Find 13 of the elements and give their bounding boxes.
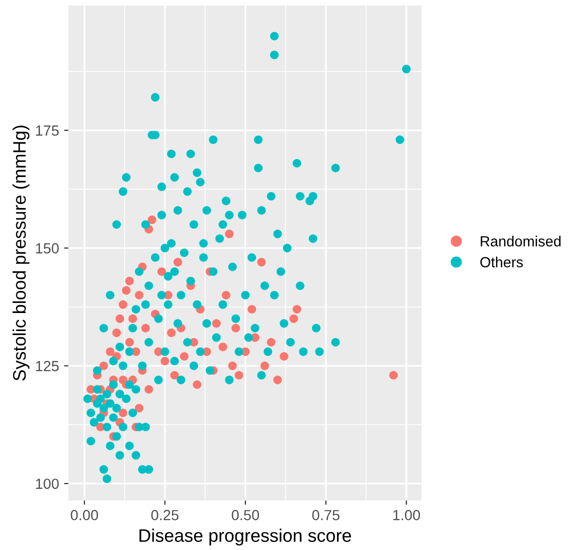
x-axis-title: Disease progression score <box>140 528 351 546</box>
x-tick-label: 0.75 <box>312 510 340 520</box>
x-tick-label: 0.00 <box>70 510 98 520</box>
y-tick-label: 125 <box>36 360 59 372</box>
y-tick-label: 150 <box>36 243 59 254</box>
legend-label: Others <box>480 256 523 268</box>
x-tick-label: 0.25 <box>151 510 178 520</box>
y-axis-title: Systolic blood pressure (mmHg) <box>12 126 30 381</box>
x-tick-label: 1.00 <box>393 510 420 520</box>
x-tick-label: 0.50 <box>232 510 260 520</box>
legend-label: Randomised <box>480 236 561 246</box>
y-tick-label: 100 <box>36 478 59 489</box>
y-tick-label: 175 <box>36 126 59 136</box>
